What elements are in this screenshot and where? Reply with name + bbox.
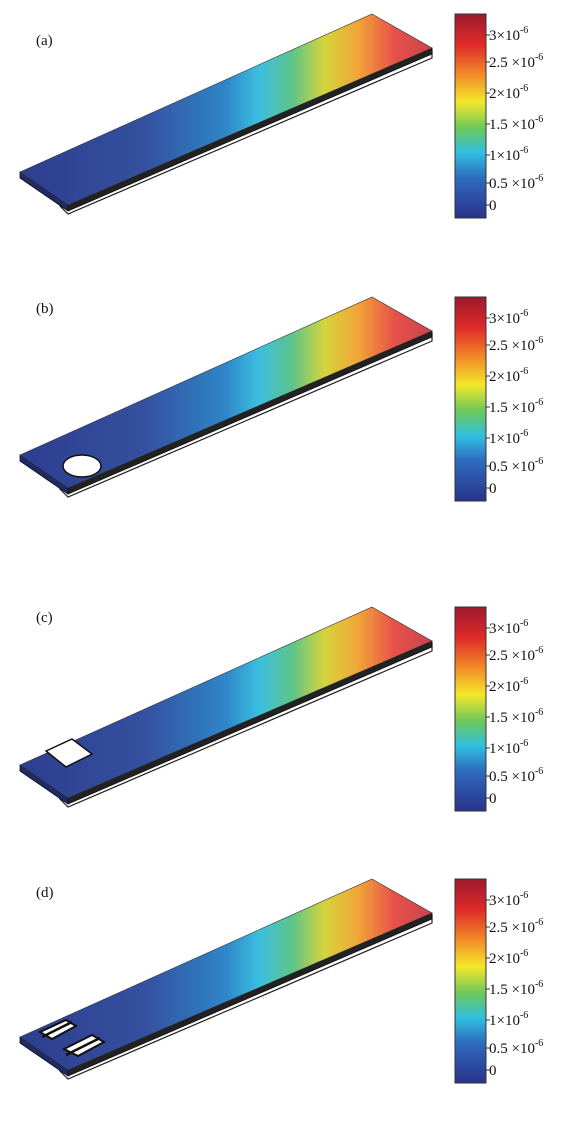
colorbar-tick-label: 1.5 ×10-6 xyxy=(489,397,543,416)
tick-base: 1.5 ×10 xyxy=(489,400,535,416)
colorbar xyxy=(455,14,486,218)
colorbar-tick-label: 1.5 ×10-6 xyxy=(489,979,543,998)
beam-top xyxy=(20,607,432,798)
tick-base: 0.5 ×10 xyxy=(489,1041,535,1057)
colorbar-tick-label: 3×10-6 xyxy=(489,618,528,637)
colorbar-tick-label: 0 xyxy=(489,791,497,807)
tick-base: 0.5 ×10 xyxy=(489,176,535,192)
colorbar-tick-label: 3×10-6 xyxy=(489,890,528,909)
tick-base: 1.5 ×10 xyxy=(489,710,535,726)
tick-base: 0 xyxy=(489,198,497,214)
panel: (b)3×10-62.5 ×10-62×10-61.5 ×10-61×10-60… xyxy=(20,297,543,501)
tick-exponent: -6 xyxy=(535,979,543,990)
colorbar-tick-label: 2.5 ×10-6 xyxy=(489,645,543,664)
panel-label: (a) xyxy=(36,33,53,49)
tick-exponent: -6 xyxy=(535,1038,543,1049)
colorbar-tick-label: 0.5 ×10-6 xyxy=(489,766,543,785)
colorbar-tick-label: 3×10-6 xyxy=(489,25,528,44)
tick-base: 2×10 xyxy=(489,679,520,695)
colorbar-tick-label: 2×10-6 xyxy=(489,676,528,695)
colorbar-tick-label: 0.5 ×10-6 xyxy=(489,456,543,475)
tick-base: 2.5 ×10 xyxy=(489,648,535,664)
colorbar-tick-label: 2.5 ×10-6 xyxy=(489,52,543,71)
colorbar-tick-label: 0 xyxy=(489,481,497,497)
tick-exponent: -6 xyxy=(535,114,543,125)
tick-base: 2×10 xyxy=(489,86,520,102)
colorbar-tick-label: 2×10-6 xyxy=(489,83,528,102)
colorbar-tick-label: 3×10-6 xyxy=(489,308,528,327)
tick-base: 1.5 ×10 xyxy=(489,117,535,133)
tick-base: 3×10 xyxy=(489,28,520,44)
colorbar-tick-label: 2.5 ×10-6 xyxy=(489,917,543,936)
tick-exponent: -6 xyxy=(520,308,528,319)
tick-base: 1×10 xyxy=(489,148,520,164)
colorbar-tick-label: 0 xyxy=(489,1063,497,1079)
tick-base: 0.5 ×10 xyxy=(489,769,535,785)
page: {"panels": [ {"label": "(a)", "feature":… xyxy=(0,0,586,1146)
tick-base: 0 xyxy=(489,1063,497,1079)
tick-base: 0 xyxy=(489,791,497,807)
panel: (d)3×10-62.5 ×10-62×10-61.5 ×10-61×10-60… xyxy=(20,879,543,1083)
tick-base: 1×10 xyxy=(489,1013,520,1029)
tick-exponent: -6 xyxy=(520,1010,528,1021)
panel-label: (c) xyxy=(36,610,53,626)
colorbar xyxy=(455,879,486,1083)
beam-top xyxy=(20,14,432,205)
tick-base: 2×10 xyxy=(489,951,520,967)
tick-exponent: -6 xyxy=(520,676,528,687)
tick-exponent: -6 xyxy=(535,52,543,63)
tick-exponent: -6 xyxy=(535,335,543,346)
tick-base: 1×10 xyxy=(489,431,520,447)
circular-hole xyxy=(63,455,101,477)
tick-exponent: -6 xyxy=(520,618,528,629)
colorbar xyxy=(455,607,486,811)
tick-exponent: -6 xyxy=(535,456,543,467)
tick-base: 0 xyxy=(489,481,497,497)
tick-exponent: -6 xyxy=(520,25,528,36)
tick-base: 0.5 ×10 xyxy=(489,459,535,475)
tick-base: 2×10 xyxy=(489,369,520,385)
colorbar-tick-label: 1.5 ×10-6 xyxy=(489,114,543,133)
tick-exponent: -6 xyxy=(520,366,528,377)
tick-exponent: -6 xyxy=(520,145,528,156)
tick-exponent: -6 xyxy=(520,948,528,959)
colorbar-tick-label: 2×10-6 xyxy=(489,948,528,967)
panel: (c)3×10-62.5 ×10-62×10-61.5 ×10-61×10-60… xyxy=(20,607,543,811)
tick-base: 3×10 xyxy=(489,311,520,327)
tick-exponent: -6 xyxy=(535,917,543,928)
colorbar-tick-label: 0.5 ×10-6 xyxy=(489,173,543,192)
tick-exponent: -6 xyxy=(520,428,528,439)
colorbar-tick-label: 2×10-6 xyxy=(489,366,528,385)
tick-exponent: -6 xyxy=(520,890,528,901)
tick-exponent: -6 xyxy=(520,738,528,749)
tick-base: 3×10 xyxy=(489,621,520,637)
colorbar-tick-label: 2.5 ×10-6 xyxy=(489,335,543,354)
colorbar-tick-label: 1×10-6 xyxy=(489,145,528,164)
colorbar xyxy=(455,297,486,501)
panel: (a)3×10-62.5 ×10-62×10-61.5 ×10-61×10-60… xyxy=(20,14,543,218)
panel-label: (d) xyxy=(36,885,54,901)
tick-exponent: -6 xyxy=(520,83,528,94)
tick-exponent: -6 xyxy=(535,397,543,408)
tick-base: 2.5 ×10 xyxy=(489,920,535,936)
tick-exponent: -6 xyxy=(535,173,543,184)
colorbar-tick-label: 1.5 ×10-6 xyxy=(489,707,543,726)
tick-base: 2.5 ×10 xyxy=(489,55,535,71)
tick-base: 1×10 xyxy=(489,741,520,757)
colorbar-tick-label: 1×10-6 xyxy=(489,1010,528,1029)
tick-exponent: -6 xyxy=(535,766,543,777)
tick-base: 2.5 ×10 xyxy=(489,338,535,354)
tick-base: 1.5 ×10 xyxy=(489,982,535,998)
colorbar-tick-label: 0 xyxy=(489,198,497,214)
colorbar-tick-label: 1×10-6 xyxy=(489,738,528,757)
colorbar-tick-label: 0.5 ×10-6 xyxy=(489,1038,543,1057)
tick-exponent: -6 xyxy=(535,645,543,656)
colorbar-tick-label: 1×10-6 xyxy=(489,428,528,447)
tick-base: 3×10 xyxy=(489,893,520,909)
panel-label: (b) xyxy=(36,301,54,317)
figure: (a)3×10-62.5 ×10-62×10-61.5 ×10-61×10-60… xyxy=(0,0,586,1146)
tick-exponent: -6 xyxy=(535,707,543,718)
